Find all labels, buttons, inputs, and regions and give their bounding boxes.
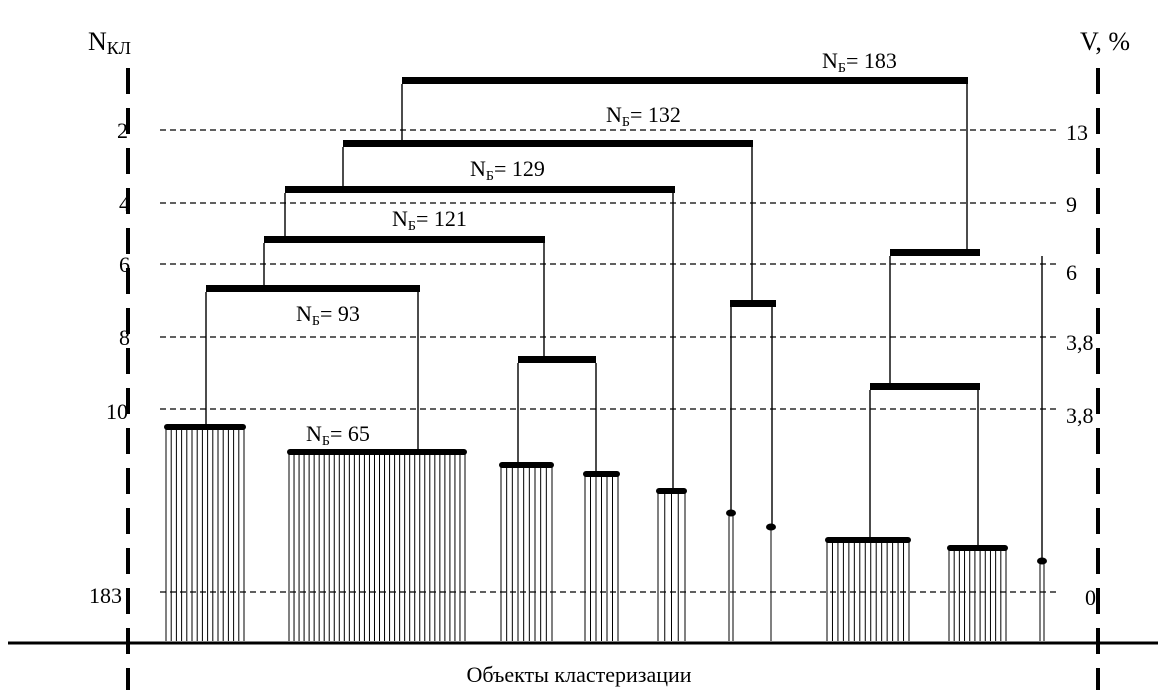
left-tick-183: 183 [89, 583, 122, 608]
leaf-cluster-bar [164, 424, 246, 430]
merge-bar-93 [206, 285, 420, 292]
node-label-93: NБ= 93 [296, 301, 360, 329]
right-axis-title: V, % [1080, 27, 1130, 56]
leaf-cluster-bar [287, 449, 467, 455]
merge-bar-121 [264, 236, 545, 243]
merge-bar-132 [343, 140, 753, 147]
right-tick-6: 6 [1066, 260, 1077, 285]
right-tick-3-8-a: 3,8 [1066, 330, 1094, 355]
leaf-clusters [164, 424, 1047, 641]
left-tick-2: 2 [117, 118, 128, 143]
node-label-183: NБ= 183 [822, 48, 897, 76]
merge-bar-129 [285, 186, 675, 193]
connectors [205, 84, 1043, 561]
right-tick-0: 0 [1085, 585, 1096, 610]
level-lines [160, 129, 1060, 593]
merge-bar-183 [402, 77, 968, 84]
merge-bars [206, 77, 980, 390]
right-tick-9: 9 [1066, 192, 1077, 217]
leaf-single-dot [726, 509, 736, 517]
left-tick-10: 10 [106, 399, 128, 424]
leaf-cluster-bar [947, 545, 1008, 551]
left-tick-4: 4 [119, 191, 130, 216]
node-label-121: NБ= 121 [392, 206, 467, 234]
merge-bar-b [730, 300, 776, 307]
right-tick-13: 13 [1066, 120, 1088, 145]
left-tick-8: 8 [119, 325, 130, 350]
left-axis-title: NКЛ [88, 27, 131, 58]
merge-bar-c [890, 249, 980, 256]
leaf-single-dot [1037, 557, 1047, 565]
x-axis-label: Объекты кластеризации [466, 662, 691, 687]
node-label-129: NБ= 129 [470, 156, 545, 184]
right-tick-3-8-b: 3,8 [1066, 403, 1094, 428]
left-tick-6: 6 [119, 252, 130, 277]
merge-bar-d [870, 383, 980, 390]
leaf-cluster-bar [499, 462, 554, 468]
node-label-132: NБ= 132 [606, 102, 681, 130]
node-label-65: NБ= 65 [306, 421, 370, 449]
leaf-cluster-bar [825, 537, 911, 543]
merge-bar-a [518, 356, 596, 363]
